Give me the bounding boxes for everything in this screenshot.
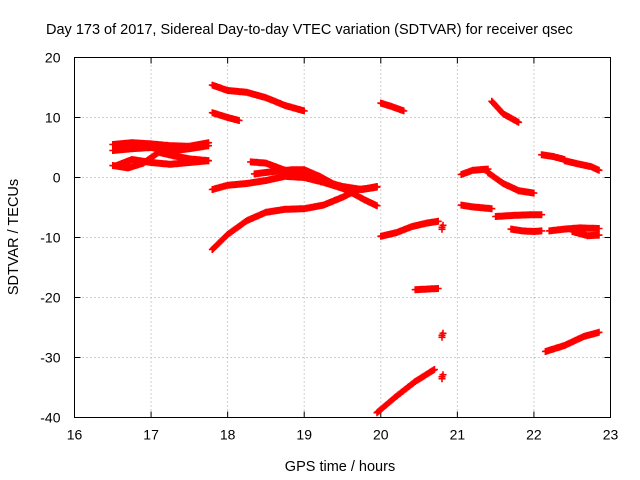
x-tick-label: 22 <box>526 427 542 443</box>
point-markers <box>515 187 538 197</box>
point-markers <box>113 156 212 169</box>
series-arc11 <box>377 99 408 115</box>
series-arc15 <box>438 221 447 233</box>
point-markers <box>208 81 308 115</box>
y-tick-label: 0 <box>53 170 61 186</box>
series-arc20 <box>515 187 538 197</box>
series-arc18 <box>457 165 492 178</box>
x-tick-label: 21 <box>450 427 466 443</box>
point-markers <box>484 169 523 195</box>
x-tick-label: 18 <box>220 427 236 443</box>
point-markers <box>541 328 603 355</box>
x-tick-label: 20 <box>373 427 389 443</box>
y-tick-label: -10 <box>40 230 60 246</box>
series-arc25 <box>538 151 569 163</box>
point-markers <box>377 99 408 115</box>
data-points <box>109 81 603 417</box>
series-arc29 <box>541 328 603 355</box>
series-arc27 <box>545 224 603 235</box>
y-tick-label: -20 <box>40 290 60 306</box>
series-arc23 <box>492 211 546 220</box>
series-arc5 <box>208 81 308 115</box>
point-markers <box>538 151 569 163</box>
series-arc28 <box>568 228 603 240</box>
point-markers <box>545 224 603 235</box>
point-markers <box>488 97 523 126</box>
point-markers <box>208 109 243 124</box>
point-markers <box>373 366 438 417</box>
x-axis-label: GPS time / hours <box>285 459 395 475</box>
point-markers <box>411 285 442 294</box>
chart-title: Day 173 of 2017, Sidereal Day-to-day VTE… <box>46 22 573 38</box>
series-arc14 <box>373 366 438 417</box>
point-markers <box>457 201 496 213</box>
point-markers <box>109 142 212 155</box>
x-tick-label: 19 <box>296 427 312 443</box>
point-markers <box>507 225 546 235</box>
x-tick-label: 17 <box>143 427 159 443</box>
y-tick-label: 20 <box>45 50 61 66</box>
series-arc24 <box>507 225 546 235</box>
axis-ticks: 16 17 18 19 20 21 22 23 -40 -30 -20 -10 0 10 20 <box>40 50 618 443</box>
point-markers <box>568 228 603 240</box>
point-markers <box>438 329 447 341</box>
series-arc12 <box>377 217 442 240</box>
point-markers <box>377 217 442 240</box>
series-arc10 <box>250 166 381 210</box>
series-arc2 <box>109 142 212 155</box>
series-arc26 <box>561 157 603 174</box>
point-markers <box>250 166 381 210</box>
series-arc19 <box>484 169 523 195</box>
series-arc13 <box>411 285 442 294</box>
y-tick-label: 10 <box>45 110 61 126</box>
series-arc21 <box>488 97 523 126</box>
series-arc17 <box>438 371 447 383</box>
point-markers <box>561 157 603 174</box>
y-tick-label: -40 <box>40 410 60 426</box>
y-tick-label: -30 <box>40 350 60 366</box>
series-arc6 <box>208 109 243 124</box>
series-arc22 <box>457 201 496 213</box>
point-markers <box>438 221 447 233</box>
x-tick-label: 16 <box>67 427 83 443</box>
point-markers <box>457 165 492 178</box>
x-tick-label: 23 <box>603 427 619 443</box>
point-markers <box>438 371 447 383</box>
point-markers <box>492 211 546 220</box>
series-arc16 <box>438 329 447 341</box>
grid-lines <box>74 57 611 418</box>
y-axis-label: SDTVAR / TECUs <box>6 179 22 295</box>
series-arc4 <box>113 156 212 169</box>
